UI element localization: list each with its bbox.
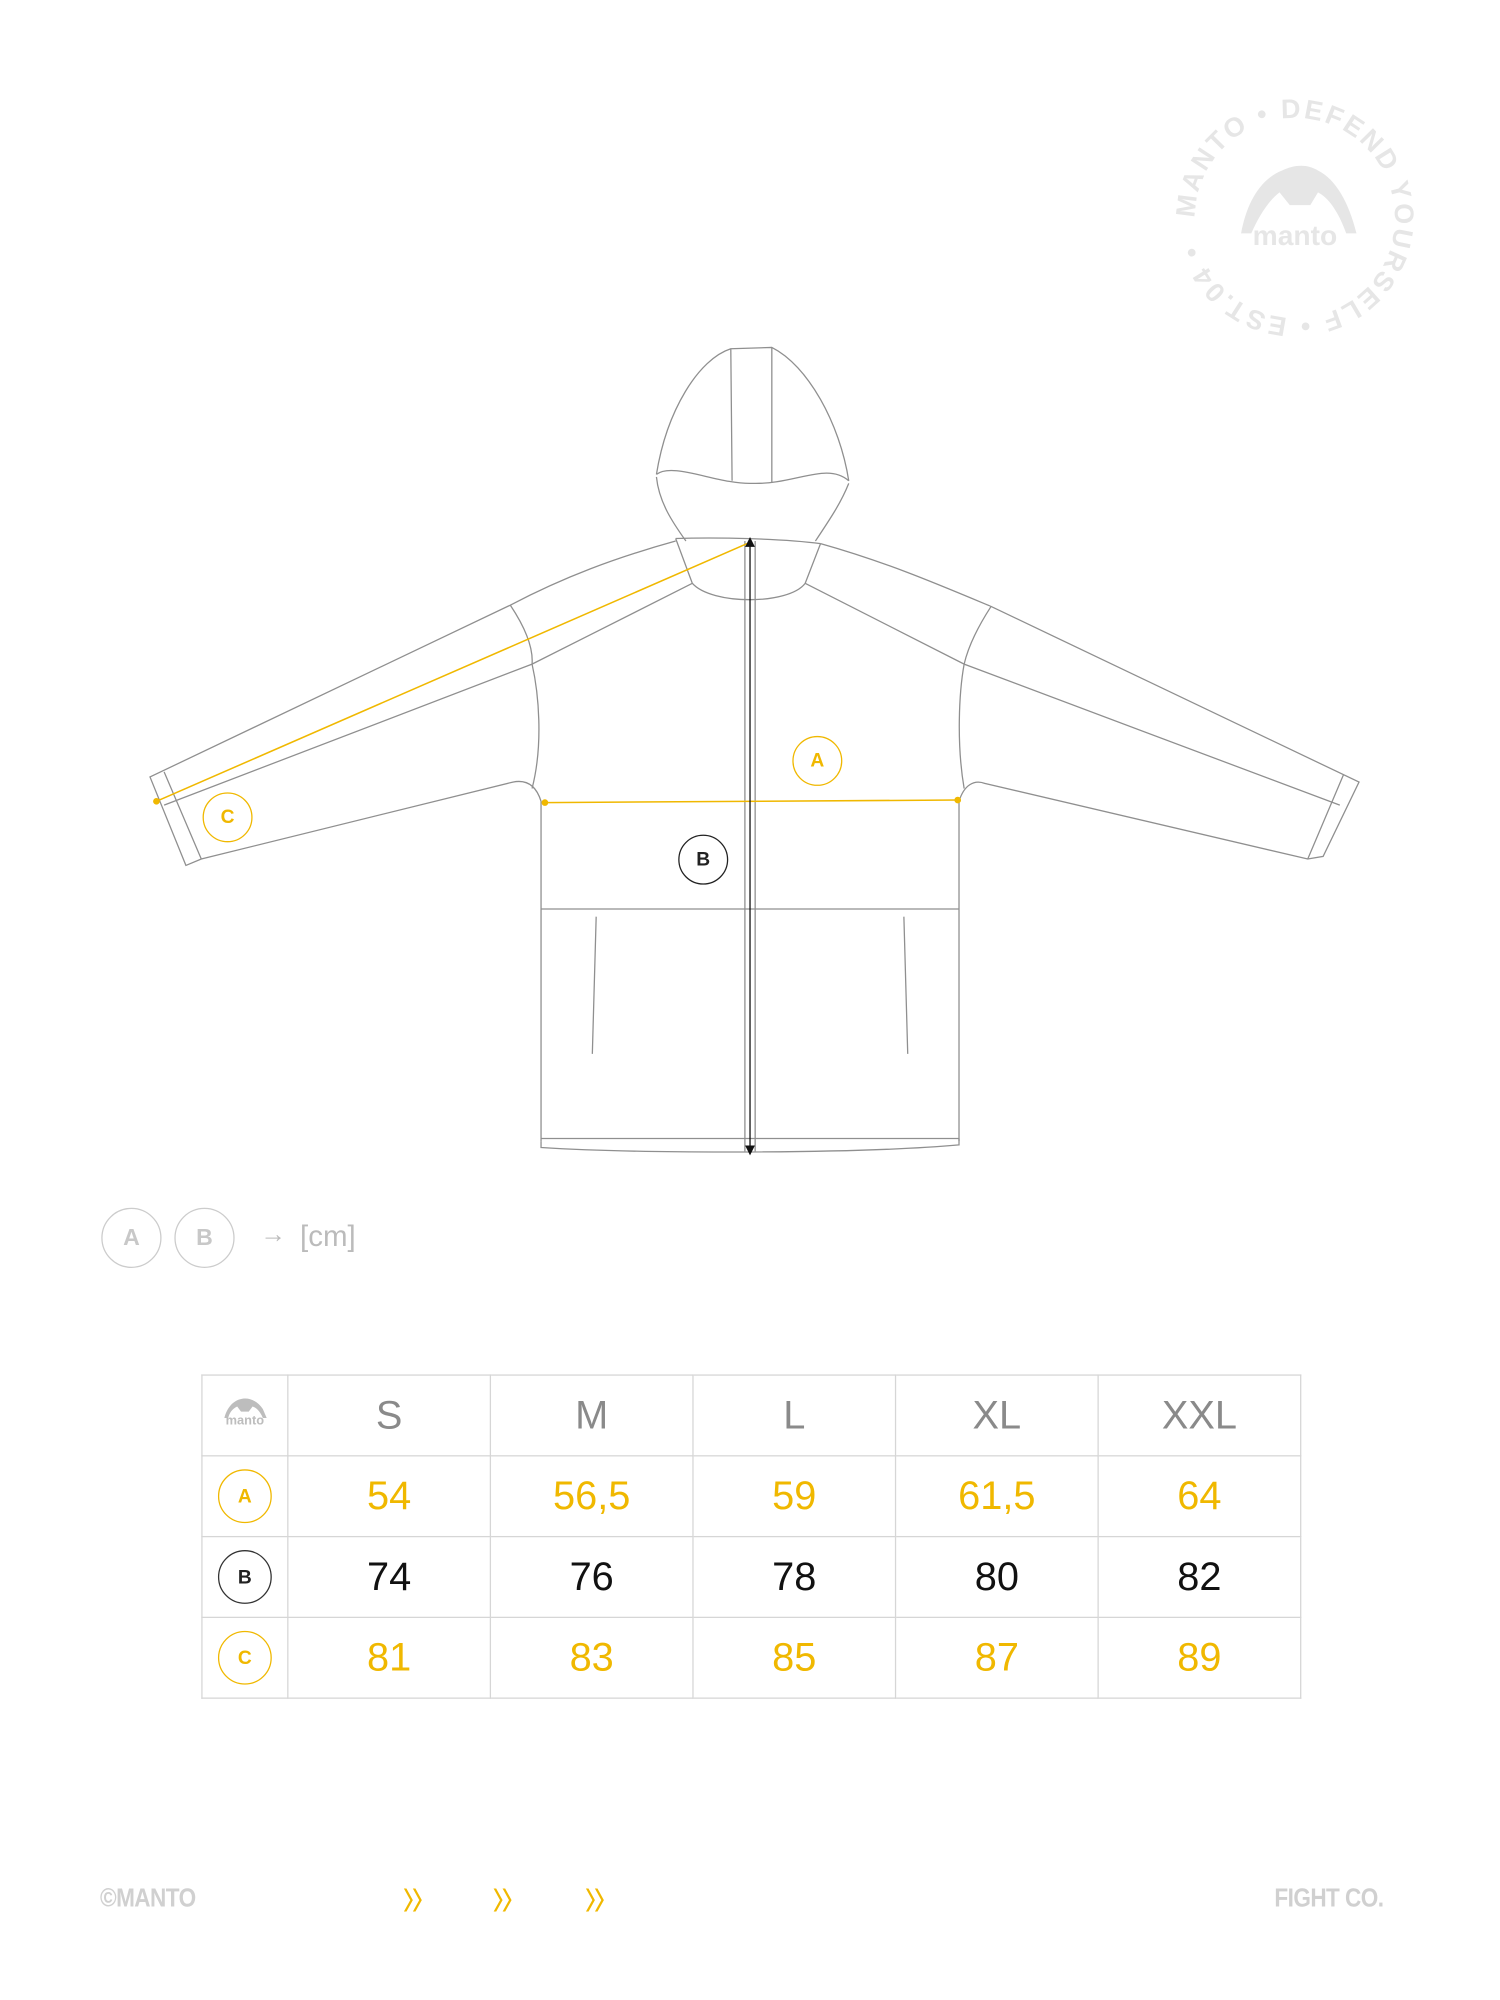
svg-text:manto: manto: [226, 1412, 265, 1427]
table-row-c: C 81 83 85 87 89: [201, 1616, 1302, 1699]
table-cell: 54: [287, 1455, 492, 1538]
manto-stamp-logo: MANTO • DEFEND YOURSELF • EST.04 • manto: [1170, 94, 1416, 342]
row-label-b: B: [217, 1550, 272, 1604]
table-cell: 89: [1097, 1616, 1302, 1699]
manto-logo-icon: manto: [224, 1398, 267, 1427]
table-header-row: manto S M L XL XXL: [201, 1374, 1302, 1457]
table-cell: 78: [692, 1535, 897, 1619]
label-b: B: [678, 834, 729, 885]
legend-b: B: [174, 1207, 235, 1268]
size-header: S: [287, 1374, 492, 1457]
measure-c-line: [153, 541, 751, 805]
table-cell: 56,5: [489, 1455, 694, 1538]
jacket-diagram: [149, 346, 1360, 1156]
table-cell: 85: [692, 1616, 897, 1699]
size-header: M: [489, 1374, 694, 1457]
table-row-b: B 74 76 78 80 82: [201, 1535, 1302, 1619]
collar: [675, 537, 822, 601]
size-header: XXL: [1097, 1374, 1302, 1457]
hood-outline: [655, 346, 850, 481]
double-chevron-right-icon: [493, 1888, 512, 1912]
table-cell: 81: [287, 1616, 492, 1699]
arrow-right-icon: →: [260, 1220, 286, 1249]
table-cell: 74: [287, 1535, 492, 1619]
size-table: manto S M L XL XXL A 54 56,5 59 61,5 64 …: [201, 1374, 1302, 1699]
measure-b-line: [745, 537, 755, 1156]
table-cell: 61,5: [894, 1455, 1099, 1538]
table-cell: 59: [692, 1455, 897, 1538]
label-a: A: [792, 735, 843, 786]
table-cell: 80: [894, 1535, 1099, 1619]
size-header: L: [692, 1374, 897, 1457]
table-logo-cell: manto: [201, 1374, 289, 1457]
legend-unit: [cm]: [300, 1219, 356, 1253]
table-row-a: A 54 56,5 59 61,5 64: [201, 1455, 1302, 1538]
table-cell: 76: [489, 1535, 694, 1619]
row-label-c: C: [217, 1630, 272, 1685]
footer-fight-co: FIGHT CO.: [1274, 1884, 1384, 1913]
double-chevron-right-icon: [403, 1888, 422, 1912]
table-cell: 82: [1097, 1535, 1302, 1619]
measure-a-line: [541, 796, 962, 806]
svg-text:manto: manto: [1253, 219, 1338, 251]
size-header: XL: [894, 1374, 1099, 1457]
label-c: C: [202, 792, 253, 843]
footer-copyright: ©MANTO: [100, 1884, 196, 1913]
table-cell: 87: [894, 1616, 1099, 1699]
row-label-a: A: [217, 1469, 272, 1524]
table-cell: 83: [489, 1616, 694, 1699]
double-chevron-right-icon: [585, 1888, 604, 1912]
table-cell: 64: [1097, 1455, 1302, 1538]
legend-a: A: [101, 1207, 162, 1268]
